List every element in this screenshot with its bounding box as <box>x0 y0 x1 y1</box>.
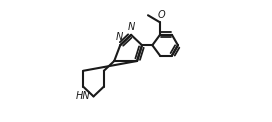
Text: N: N <box>128 22 135 32</box>
Text: HN: HN <box>76 91 91 101</box>
Text: N: N <box>115 32 122 42</box>
Text: O: O <box>157 10 165 20</box>
